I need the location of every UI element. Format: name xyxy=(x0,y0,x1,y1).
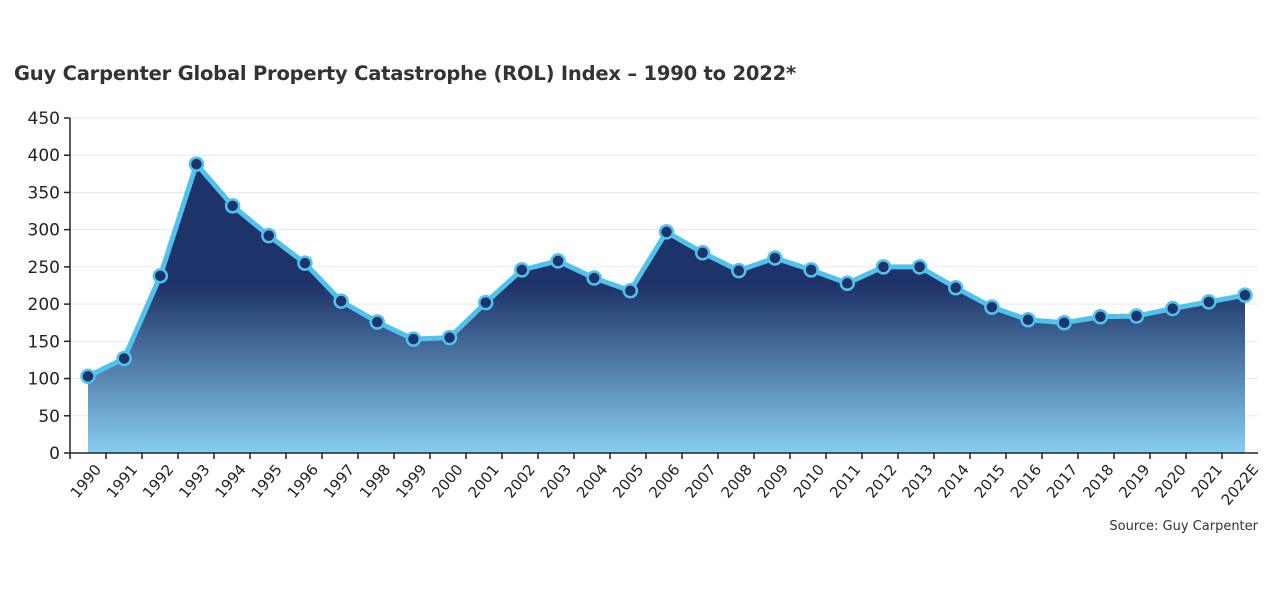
x-tick-label: 2013 xyxy=(898,461,936,502)
x-tick-label: 1993 xyxy=(175,461,213,502)
area-fill xyxy=(88,164,1245,453)
x-tick-label: 1996 xyxy=(284,461,322,502)
data-point xyxy=(1201,294,1217,310)
x-tick-label: 2005 xyxy=(609,461,647,502)
data-point xyxy=(1237,287,1253,303)
data-point xyxy=(767,250,783,266)
x-tick-label: 1995 xyxy=(248,461,286,502)
x-tick-label: 2007 xyxy=(681,461,719,502)
x-tick-label: 2014 xyxy=(935,461,973,502)
data-point xyxy=(224,198,241,214)
x-tick-label: 2002 xyxy=(501,461,539,502)
data-point xyxy=(477,294,494,311)
data-point xyxy=(514,262,530,278)
y-tick-label: 300 xyxy=(28,221,60,241)
data-point xyxy=(1128,308,1145,324)
y-tick-label: 50 xyxy=(38,407,60,427)
data-point xyxy=(441,329,458,346)
x-tick-label: 2015 xyxy=(971,461,1009,502)
data-point xyxy=(984,299,1000,315)
y-tick-label: 250 xyxy=(28,258,60,278)
x-tick-label: 1990 xyxy=(67,461,105,502)
x-tick-label: 1992 xyxy=(139,461,177,502)
data-point xyxy=(694,244,711,261)
y-tick-label: 0 xyxy=(49,444,60,464)
x-tick-label: 2012 xyxy=(862,461,900,502)
y-tick-label: 400 xyxy=(28,146,60,166)
y-tick-label: 200 xyxy=(28,295,60,315)
x-tick-label: 2010 xyxy=(790,461,828,502)
x-tick-label: 2008 xyxy=(718,461,756,502)
x-tick-label: 2018 xyxy=(1079,461,1117,502)
x-tick-label: 2006 xyxy=(645,461,683,502)
x-tick-label: 2003 xyxy=(537,461,575,502)
data-point xyxy=(261,227,277,244)
x-tick-label: 2000 xyxy=(428,461,466,502)
data-point xyxy=(839,275,856,292)
data-point xyxy=(297,255,313,271)
data-point xyxy=(948,279,964,296)
data-point xyxy=(731,262,747,279)
data-point xyxy=(1020,311,1036,328)
data-point xyxy=(152,268,169,284)
data-point xyxy=(875,259,892,275)
x-tick-label: 1997 xyxy=(320,461,358,502)
y-tick-label: 100 xyxy=(28,370,60,390)
chart-title: Guy Carpenter Global Property Catastroph… xyxy=(14,62,796,85)
x-tick-label: 2022E xyxy=(1218,461,1262,509)
data-point xyxy=(116,350,132,367)
x-tick-label: 2011 xyxy=(826,461,864,502)
x-tick-label: 2017 xyxy=(1043,461,1081,502)
data-point xyxy=(586,270,602,286)
data-point xyxy=(1056,314,1072,331)
x-tick-label: 1998 xyxy=(356,461,394,502)
data-point xyxy=(658,224,675,240)
data-point xyxy=(405,331,422,347)
y-tick-label: 450 xyxy=(28,109,60,129)
data-point xyxy=(1092,309,1109,325)
x-tick-label: 1991 xyxy=(103,461,141,502)
x-tick-label: 2001 xyxy=(464,461,502,502)
x-tick-label: 2016 xyxy=(1007,461,1045,502)
data-point xyxy=(80,368,96,385)
data-point xyxy=(1164,300,1181,317)
x-tick-label: 1999 xyxy=(392,461,430,502)
x-tick-label: 2004 xyxy=(573,461,611,502)
data-point xyxy=(911,259,928,275)
data-point xyxy=(550,253,566,269)
x-tick-label: 1994 xyxy=(211,461,249,502)
y-tick-label: 150 xyxy=(28,332,60,352)
y-tick-label: 350 xyxy=(28,183,60,203)
data-point xyxy=(622,282,639,299)
data-point xyxy=(803,262,819,278)
source-note: Source: Guy Carpenter xyxy=(1109,519,1258,534)
x-tick-label: 2019 xyxy=(1115,461,1153,502)
data-point xyxy=(333,293,349,309)
x-tick-label: 2020 xyxy=(1151,461,1189,502)
x-tick-label: 2009 xyxy=(754,461,792,502)
data-point xyxy=(369,314,385,330)
data-point xyxy=(188,156,205,172)
